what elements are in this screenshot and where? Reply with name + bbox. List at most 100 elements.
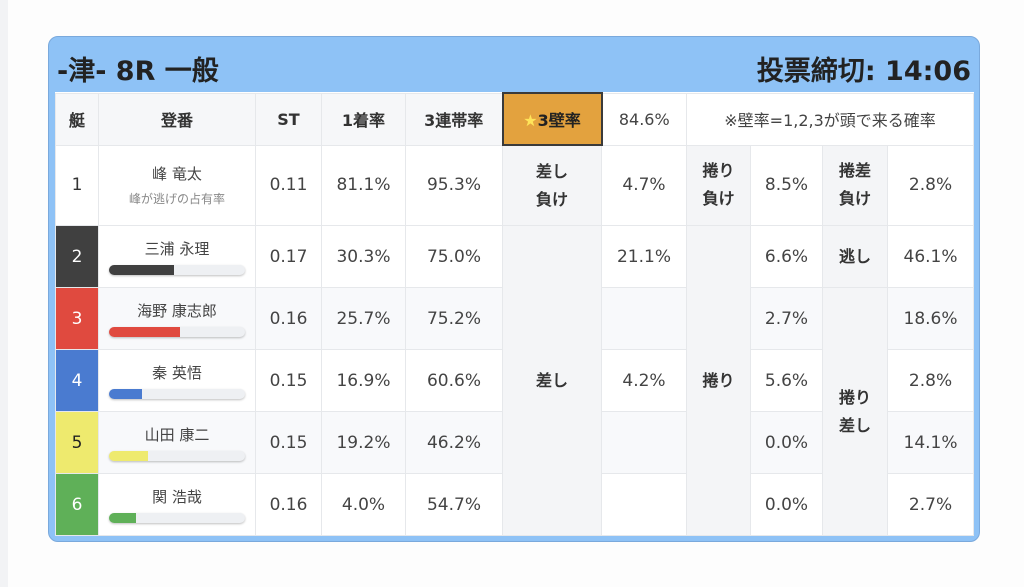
table-row: 5 山田 康二 0.15 19.2% 46.2% 0.0% 14.1%	[55, 411, 975, 474]
st-value: 0.11	[255, 144, 322, 226]
col-boat: 艇	[55, 92, 99, 146]
col-win: 1着率	[321, 92, 406, 146]
makuri-rate: 6.6%	[750, 225, 823, 288]
makuri-rate: 2.7%	[750, 287, 823, 350]
wall-rate-value: 84.6%	[601, 92, 687, 146]
racer-cell[interactable]: 峰 竜太峰が逃げの占有率	[98, 144, 256, 226]
label-line: 捲差	[838, 161, 871, 181]
boat-number: 6	[55, 473, 99, 536]
sashi-rate: 4.7%	[601, 144, 687, 226]
racer-name: 峰 竜太	[152, 165, 202, 184]
win-rate: 16.9%	[321, 349, 406, 412]
win-rate: 25.7%	[321, 287, 406, 350]
label-makuri-make: 捲り 負け	[686, 144, 751, 226]
makurizashi-rate: 2.7%	[886, 473, 975, 536]
wall-rate-text: 3壁率	[537, 111, 581, 130]
rate-bar-fill	[109, 389, 142, 399]
wall-rate-note: ※壁率=1,2,3が頭で来る確率	[685, 92, 975, 146]
racer-name: 関 浩哉	[152, 488, 202, 506]
col-name: 登番	[98, 92, 256, 146]
boat-number: 4	[55, 349, 99, 412]
race-title: -津- 8R 一般	[57, 55, 219, 87]
label-makurizashi: 捲り 差し	[822, 287, 888, 536]
racer-name: 山田 康二	[144, 426, 210, 444]
racer-name: 海野 康志郎	[137, 302, 217, 320]
label-line: 負け	[535, 189, 568, 209]
label-makurizashi-make: 捲差 負け	[822, 144, 888, 226]
sashi-rate	[601, 287, 687, 350]
boat-number: 2	[55, 225, 99, 288]
sashi-rate: 4.2%	[601, 349, 687, 412]
makuri-rate: 8.5%	[750, 144, 823, 226]
wall-rate-label: ★3壁率	[501, 92, 603, 146]
makurizashi-rate: 2.8%	[886, 144, 975, 226]
racer-subtext: 峰が逃げの占有率	[128, 192, 225, 207]
label-line: 負け	[702, 189, 735, 209]
label-line: 差し	[838, 415, 871, 435]
win-rate: 19.2%	[321, 411, 406, 474]
makurizashi-rate: 46.1%	[886, 225, 975, 288]
label-makuri: 捲り	[686, 225, 751, 536]
st-value: 0.15	[255, 411, 322, 474]
st-value: 0.16	[255, 287, 322, 350]
deadline: 投票締切: 14:06	[756, 55, 971, 87]
label-line: 捲り	[702, 161, 735, 181]
page-edge	[0, 0, 8, 587]
label-line: 捲り	[838, 387, 871, 407]
label-sashi: 差し	[502, 225, 602, 536]
label-line: 差し	[535, 161, 568, 181]
table-row: 3 海野 康志郎 0.16 25.7% 75.2% 2.7% 捲り 差し 18.6%	[55, 287, 975, 536]
rate-bar	[109, 389, 245, 399]
table-header-row: 艇 登番 ST 1着率 3連帯率 ★3壁率 84.6% ※壁率=1,2,3が頭で…	[55, 92, 975, 146]
boat-number: 3	[55, 287, 99, 350]
racer-name: 三浦 永理	[144, 240, 210, 258]
makuri-rate: 5.6%	[750, 349, 823, 412]
rate-bar-fill	[109, 451, 149, 461]
top3-rate: 95.3%	[405, 144, 503, 226]
st-value: 0.16	[255, 473, 322, 536]
label-line: 負け	[838, 189, 871, 209]
rate-bar-fill	[109, 327, 180, 337]
st-value: 0.15	[255, 349, 322, 412]
win-rate: 81.1%	[321, 144, 406, 226]
st-value: 0.17	[255, 225, 322, 288]
top3-rate: 75.0%	[405, 225, 503, 288]
racer-cell[interactable]: 山田 康二	[98, 411, 256, 474]
top3-rate: 54.7%	[405, 473, 503, 536]
table-row: 2 三浦 永理 0.17 30.3% 75.0% 差し 21.1% 捲り 6.6% 逃し 46.1%	[55, 225, 975, 536]
race-header: -津- 8R 一般 投票締切: 14:06	[57, 45, 971, 91]
sashi-rate	[601, 473, 687, 536]
rate-bar-fill	[109, 265, 175, 275]
makuri-rate: 0.0%	[750, 473, 823, 536]
racer-cell[interactable]: 三浦 永理	[98, 225, 256, 288]
makurizashi-rate: 14.1%	[886, 411, 975, 474]
table-row: 6 関 浩哉 0.16 4.0% 54.7% 0.0% 2.7%	[55, 473, 975, 536]
label-nige: 逃し	[822, 225, 888, 288]
rate-bar	[109, 265, 245, 275]
boat-number: 1	[55, 144, 99, 226]
sashi-rate	[601, 411, 687, 474]
top3-rate: 75.2%	[405, 287, 503, 350]
win-rate: 30.3%	[321, 225, 406, 288]
racer-name: 秦 英悟	[152, 364, 202, 382]
boat-number: 5	[55, 411, 99, 474]
rate-bar	[109, 327, 245, 337]
racer-cell[interactable]: 秦 英悟	[98, 349, 256, 412]
col-st: ST	[255, 92, 322, 146]
makurizashi-rate: 18.6%	[886, 287, 975, 350]
makurizashi-rate: 2.8%	[886, 349, 975, 412]
racer-cell[interactable]: 海野 康志郎	[98, 287, 256, 350]
racer-cell[interactable]: 関 浩哉	[98, 473, 256, 536]
rate-bar	[109, 513, 245, 523]
label-sashi-make: 差し 負け	[502, 144, 602, 226]
win-rate: 4.0%	[321, 473, 406, 536]
sashi-rate: 21.1%	[601, 225, 687, 288]
star-icon: ★	[523, 111, 538, 130]
race-table: 艇 登番 ST 1着率 3連帯率 ★3壁率 84.6% ※壁率=1,2,3が頭で…	[55, 92, 975, 536]
rate-bar-fill	[109, 513, 137, 523]
rate-bar	[109, 451, 245, 461]
top3-rate: 60.6%	[405, 349, 503, 412]
race-card: -津- 8R 一般 投票締切: 14:06 艇 登番 ST 1着率 3連帯率 ★…	[48, 36, 980, 542]
top3-rate: 46.2%	[405, 411, 503, 474]
